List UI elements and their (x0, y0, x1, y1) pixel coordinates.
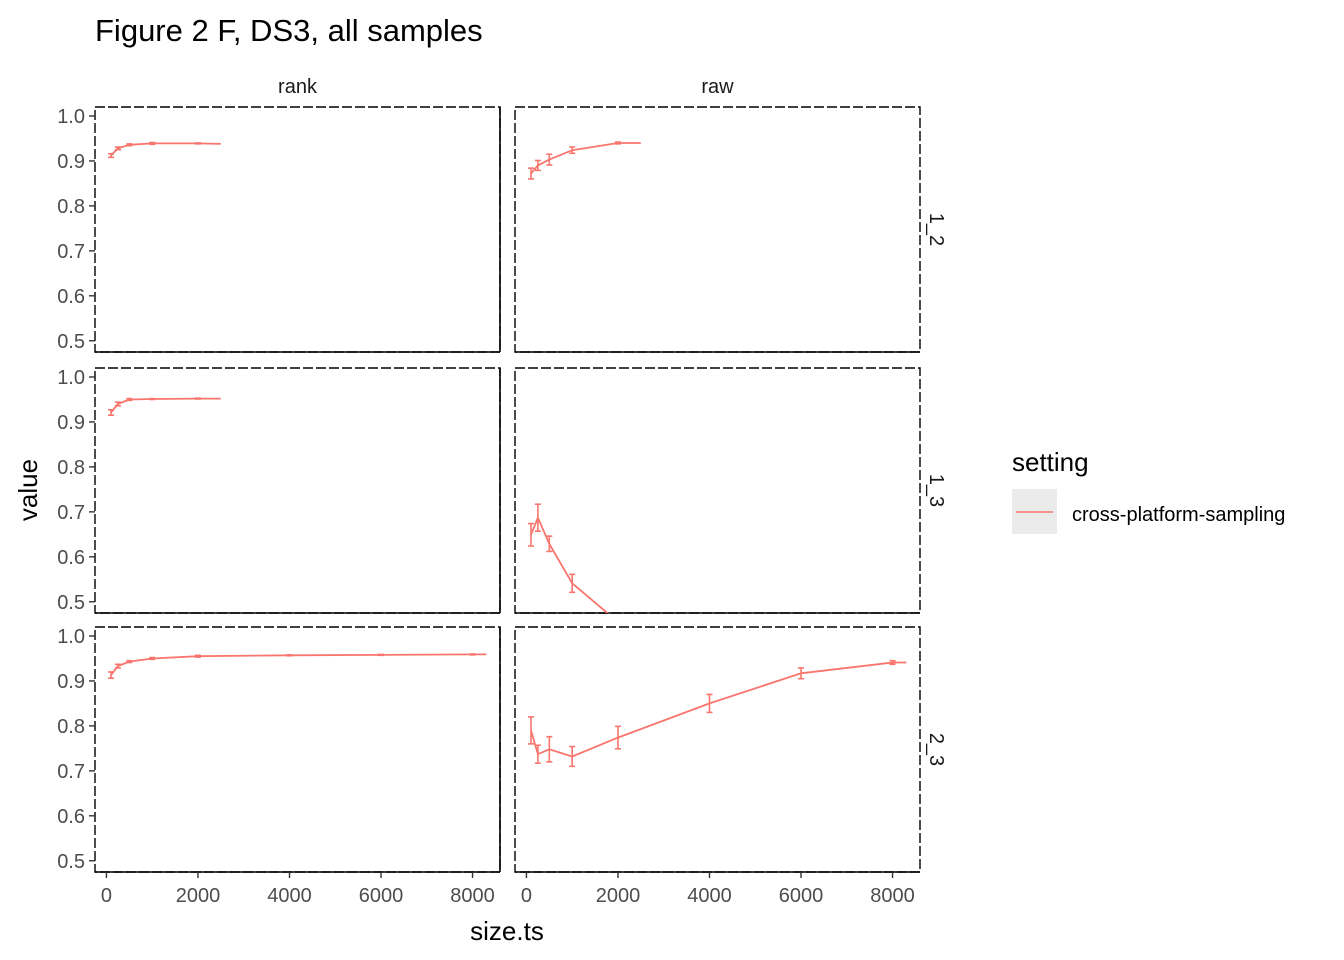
legend-label: cross-platform-sampling (1072, 504, 1285, 526)
panel-data-2_3-raw (528, 659, 907, 768)
error-bar-1_3-raw-250 (534, 503, 541, 532)
legend: setting cross-platform-sampling (1012, 447, 1285, 534)
error-bar-2_3-raw-1000 (569, 745, 576, 768)
error-bar-1_2-rank-1000 (149, 141, 156, 146)
error-bar-2_3-rank-100 (108, 671, 115, 680)
error-bar-2_3-rank-8000 (469, 653, 476, 656)
y-axis-title: value (13, 459, 43, 521)
y-tick-label-1_3-0.9: 0.9 (57, 412, 85, 434)
error-bar-1_2-raw-100 (528, 167, 535, 180)
y-tick-label-1_3-0.7: 0.7 (57, 502, 85, 524)
error-bar-1_2-raw-1000 (569, 146, 576, 155)
panel-border-1_3-raw (514, 367, 921, 614)
error-bar-2_3-rank-500 (126, 659, 133, 664)
x-axis-title: size.ts (470, 916, 544, 946)
y-tick-label-1_2-0.5: 0.5 (57, 331, 85, 353)
x-tick-label-rank-6000: 6000 (359, 885, 404, 907)
error-bar-2_3-rank-1000 (149, 656, 156, 661)
chart-title: Figure 2 F, DS3, all samples (95, 13, 483, 48)
error-bar-1_3-raw-500 (546, 535, 553, 553)
error-bar-1_3-raw-100 (528, 522, 535, 547)
y-tick-label-2_3-0.6: 0.6 (57, 806, 85, 828)
x-tick-label-raw-2000: 2000 (596, 885, 641, 907)
error-bar-2_3-raw-500 (546, 735, 553, 763)
error-bar-1_3-rank-250 (114, 401, 121, 407)
series-line-1_3-raw (530, 515, 609, 613)
y-tick-label-2_3-0.7: 0.7 (57, 761, 85, 783)
y-tick-label-2_3-1: 1.0 (57, 626, 85, 648)
y-tick-label-2_3-0.9: 0.9 (57, 671, 85, 693)
x-tick-label-raw-0: 0 (521, 885, 532, 907)
error-bar-1_3-rank-100 (108, 409, 115, 417)
error-bar-1_3-rank-1000 (149, 397, 156, 401)
series-line-2_3-rank (110, 653, 487, 676)
error-bar-1_2-raw-250 (534, 159, 541, 172)
legend-title: setting (1012, 447, 1089, 477)
panel-border-2_3-rank (94, 626, 501, 873)
y-tick-label-1_3-1: 1.0 (57, 367, 85, 389)
error-bar-2_3-raw-250 (534, 744, 541, 765)
facet-strip-col-rank: rank (278, 76, 318, 98)
facet-panels (94, 106, 921, 873)
y-tick-label-2_3-0.8: 0.8 (57, 716, 85, 738)
y-tick-label-1_3-0.6: 0.6 (57, 547, 85, 569)
facet-strips: rank raw 1_2 1_3 2_3 (278, 76, 947, 766)
y-tick-label-1_3-0.8: 0.8 (57, 457, 85, 479)
x-tick-label-rank-4000: 4000 (267, 885, 312, 907)
error-bar-1_2-raw-2000 (614, 141, 621, 145)
error-bar-1_2-rank-500 (126, 143, 133, 147)
error-bar-2_3-raw-4000 (706, 693, 713, 714)
x-tick-label-rank-0: 0 (101, 885, 112, 907)
error-bar-1_2-rank-2000 (194, 142, 201, 145)
error-bar-2_3-raw-6000 (798, 667, 805, 680)
panel-data-1_2-rank (108, 141, 221, 159)
facet-strip-col-raw: raw (701, 76, 734, 98)
y-tick-label-1_2-1: 1.0 (57, 106, 85, 128)
panel-border-2_3-raw (514, 626, 921, 873)
error-bar-2_3-rank-6000 (378, 653, 385, 657)
panel-data-1_2-raw (528, 141, 641, 180)
error-bar-2_3-rank-2000 (194, 654, 201, 658)
series-line-1_2-raw (530, 142, 641, 175)
panel-border-1_2-raw (514, 106, 921, 353)
x-tick-label-raw-8000: 8000 (870, 885, 915, 907)
panel-border-1_3-rank (94, 367, 501, 614)
y-tick-label-1_2-0.8: 0.8 (57, 196, 85, 218)
error-bar-2_3-rank-4000 (286, 654, 293, 657)
error-bar-1_2-rank-250 (114, 146, 121, 151)
x-tick-label-raw-4000: 4000 (687, 885, 732, 907)
panel-data-1_3-rank (108, 397, 221, 417)
error-bar-1_2-raw-500 (546, 153, 553, 166)
panel-data-2_3-rank (108, 653, 487, 680)
error-bar-2_3-rank-250 (114, 663, 121, 669)
panel-data-1_3-raw (528, 503, 609, 613)
y-tick-label-1_2-0.6: 0.6 (57, 286, 85, 308)
facet-strip-row-1_3: 1_3 (925, 474, 947, 507)
error-bar-1_3-rank-2000 (194, 397, 201, 400)
error-bar-2_3-raw-100 (528, 716, 535, 745)
x-tick-label-rank-2000: 2000 (176, 885, 221, 907)
y-tick-label-2_3-0.5: 0.5 (57, 851, 85, 873)
error-bar-2_3-raw-8000 (889, 659, 896, 666)
error-bar-2_3-raw-2000 (614, 725, 621, 750)
x-tick-label-rank-8000: 8000 (450, 885, 495, 907)
y-tick-label-1_3-0.5: 0.5 (57, 592, 85, 614)
facet-strip-row-1_2: 1_2 (925, 213, 947, 246)
x-tick-label-raw-6000: 6000 (779, 885, 824, 907)
y-tick-label-1_2-0.9: 0.9 (57, 151, 85, 173)
axes: 0.5 0.6 0.7 0.8 0.9 1.0 0.5 0.6 0.7 0.8 0.9 1.0 0.5 0… (57, 106, 915, 907)
error-bar-1_3-rank-500 (126, 397, 133, 402)
error-bar-1_2-rank-100 (108, 152, 115, 159)
facet-strip-row-2_3: 2_3 (925, 733, 947, 766)
series-line-2_3-raw (530, 661, 907, 758)
y-tick-label-1_2-0.7: 0.7 (57, 241, 85, 263)
error-bar-1_3-raw-1000 (569, 573, 576, 594)
